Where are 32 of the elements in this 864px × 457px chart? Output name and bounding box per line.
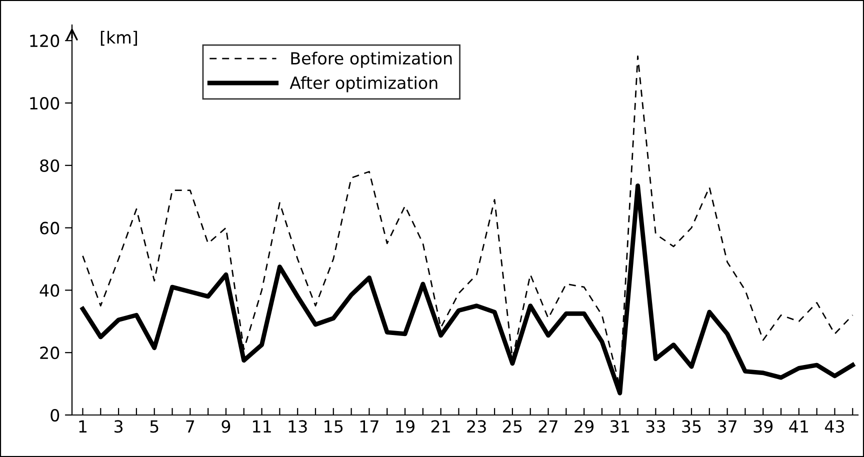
- y-tick-label: 0: [50, 408, 60, 422]
- x-tick-label: 1: [79, 420, 87, 433]
- y-axis-title: [km]: [100, 30, 137, 46]
- x-tick-label: 7: [186, 420, 194, 433]
- y-tick-label: 100: [30, 96, 60, 110]
- x-tick-label: 9: [222, 420, 230, 433]
- x-tick-label: 3: [114, 420, 123, 433]
- x-tick-label: 39: [754, 420, 773, 433]
- legend-label: After optimization: [290, 76, 438, 92]
- x-tick-label: 21: [431, 420, 450, 433]
- x-tick-label: 5: [150, 420, 158, 433]
- y-tick-label: 20: [40, 346, 60, 360]
- x-tick-label: 17: [360, 420, 378, 433]
- x-tick-label: 25: [503, 420, 522, 433]
- x-tick-label: 31: [610, 420, 629, 433]
- x-tick-label: 29: [574, 420, 594, 433]
- y-tick-label: 40: [40, 284, 60, 297]
- x-tick-label: 33: [646, 420, 665, 433]
- x-tick-label: 43: [824, 420, 844, 433]
- y-tick-label: 60: [40, 222, 60, 234]
- y-tick-label: 120: [30, 34, 60, 48]
- x-tick-label: 41: [789, 420, 808, 433]
- x-tick-label: 27: [538, 420, 558, 433]
- x-tick-label: 35: [682, 420, 701, 433]
- x-tick-label: 19: [396, 420, 414, 433]
- x-tick-label: 23: [467, 420, 486, 433]
- legend-label: Before optimization: [291, 52, 452, 68]
- x-tick-label: 37: [718, 420, 736, 433]
- x-tick-label: 15: [324, 420, 343, 433]
- x-tick-label: 11: [253, 420, 271, 433]
- y-tick-label: 80: [40, 159, 60, 172]
- x-tick-label: 13: [288, 420, 307, 433]
